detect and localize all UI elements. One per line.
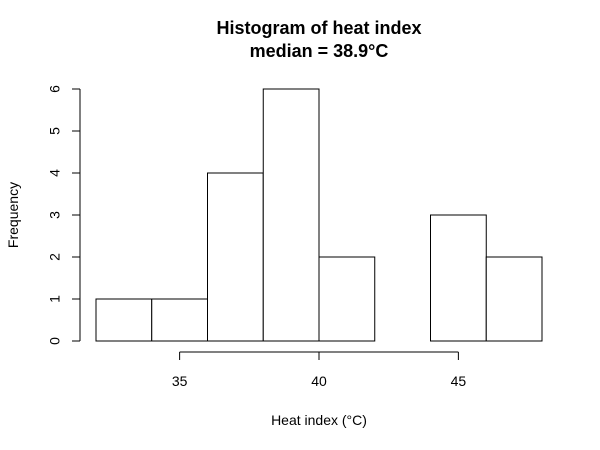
histogram-bar-4 (262, 88, 320, 342)
x-tick-label: 35 (172, 373, 188, 389)
histogram-bar-1 (95, 298, 153, 342)
histogram-bar-5 (318, 256, 376, 342)
y-tick-label: 1 (47, 295, 63, 303)
histogram-bar-3 (207, 172, 264, 342)
chart-title: Histogram of heat index (216, 18, 421, 38)
x-tick-label: 45 (451, 373, 467, 389)
y-tick-label: 5 (47, 127, 63, 135)
y-tick-label: 6 (47, 85, 63, 93)
histogram-bar-2 (151, 298, 208, 342)
y-tick-label: 0 (47, 337, 63, 345)
chart-subtitle: median = 38.9°C (250, 41, 389, 61)
bars-group (95, 88, 543, 342)
y-axis: 0 1 2 3 4 5 6 (47, 85, 81, 345)
x-axis: 35 40 45 (172, 351, 467, 389)
y-tick-label: 2 (47, 253, 63, 261)
y-axis-label: Frequency (5, 182, 21, 248)
x-axis-label: Heat index (°C) (271, 412, 367, 428)
x-tick-label: 40 (311, 373, 327, 389)
y-tick-label: 3 (47, 211, 63, 219)
histogram-bar-7 (430, 214, 487, 342)
y-tick-label: 4 (47, 169, 63, 177)
histogram-bar-8 (485, 256, 543, 342)
